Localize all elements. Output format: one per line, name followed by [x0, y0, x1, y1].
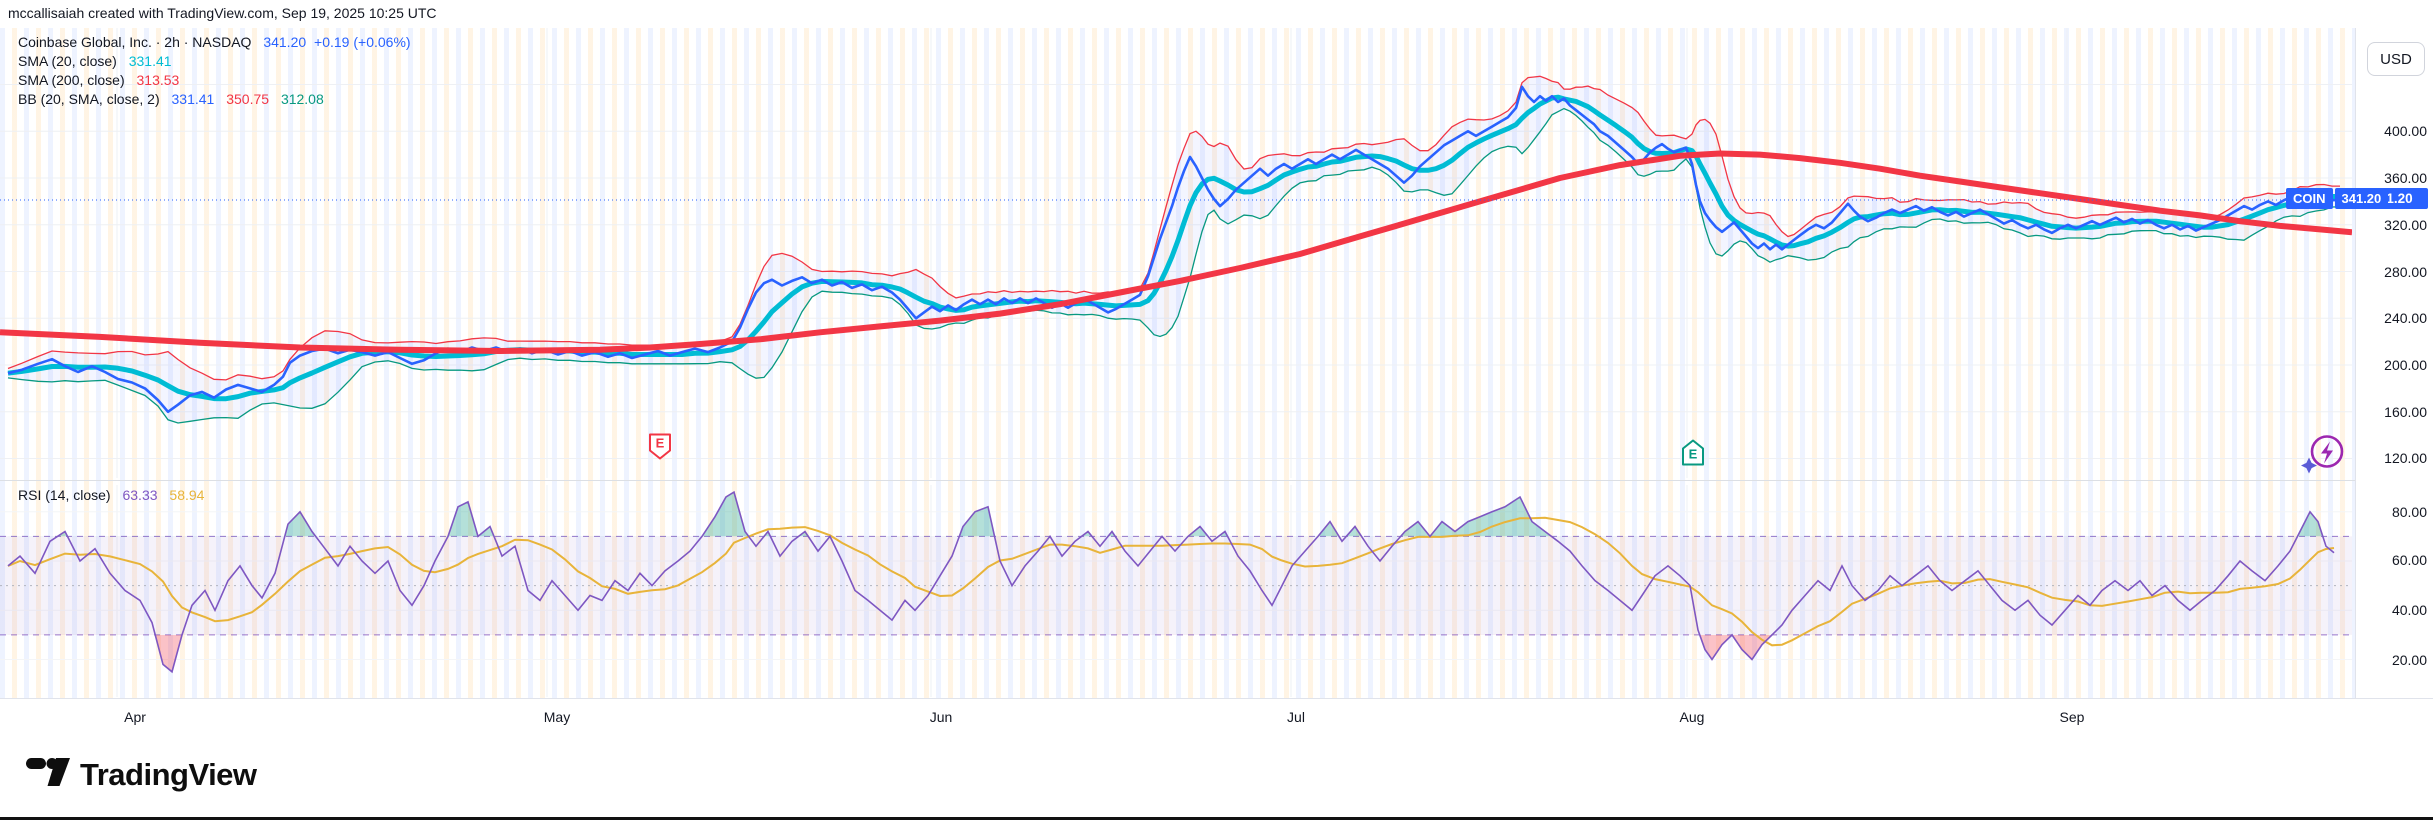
flash-boost-icon[interactable]: [2297, 432, 2349, 481]
price-axis-label: 120.00: [2384, 450, 2427, 466]
month-label-sep: Sep: [2059, 709, 2085, 725]
tradingview-logo-icon: [26, 756, 70, 793]
sma20-legend-row: SMA (20, close) 331.41: [18, 52, 411, 71]
last-price: 341.20: [263, 34, 307, 50]
month-label-apr: Apr: [124, 709, 146, 725]
main-pane-legend: Coinbase Global, Inc. · 2h · NASDAQ 341.…: [18, 33, 411, 109]
rsi-label: RSI (14, close): [18, 487, 111, 503]
price-axis-label: 160.00: [2384, 404, 2427, 420]
rsi-axis-label: 80.00: [2391, 504, 2427, 520]
month-label-jul: Jul: [1287, 709, 1305, 725]
bottom-divider: [0, 817, 2433, 820]
time-scale-axis[interactable]: Apr May Jun Jul Aug Sep: [0, 698, 2433, 743]
rsi-axis-label: 60.00: [2391, 552, 2427, 568]
currency-badge[interactable]: USD: [2367, 42, 2425, 76]
sma200-value: 313.53: [136, 72, 180, 88]
symbol-legend-row: Coinbase Global, Inc. · 2h · NASDAQ 341.…: [18, 33, 411, 52]
price-axis-label: 280.00: [2384, 264, 2427, 280]
svg-text:E: E: [656, 436, 665, 451]
series-price-label: COIN 341.20: [2286, 188, 2389, 209]
session-stripes-background: [0, 28, 2355, 698]
price-axis-label: 400.00: [2384, 123, 2427, 139]
rsi-value: 63.33: [122, 487, 158, 503]
tradingview-logo[interactable]: TradingView: [26, 756, 257, 793]
bb-basis-value: 331.41: [171, 91, 215, 107]
rsi-ma-value: 58.94: [169, 487, 205, 503]
earnings-marker-icon[interactable]: E: [647, 432, 673, 467]
price-scale-axis[interactable]: [2355, 28, 2433, 742]
price-axis-label: 200.00: [2384, 357, 2427, 373]
price-axis-label: 360.00: [2384, 170, 2427, 186]
bb-label: BB (20, SMA, close, 2): [18, 91, 160, 107]
rsi-pane-legend: RSI (14, close) 63.33 58.94: [18, 487, 204, 503]
svg-text:E: E: [1689, 447, 1698, 462]
sma20-label: SMA (20, close): [18, 53, 117, 69]
earnings-marker-icon[interactable]: E: [1680, 439, 1706, 474]
tradingview-wordmark: TradingView: [80, 756, 257, 792]
value-segment: 341.20: [2334, 188, 2389, 209]
price-axis-label: 320.00: [2384, 217, 2427, 233]
month-label-jun: Jun: [929, 709, 953, 725]
attribution-text: mccallisaiah created with TradingView.co…: [8, 5, 437, 21]
rsi-axis-label: 40.00: [2391, 602, 2427, 618]
sma20-value: 331.41: [128, 53, 172, 69]
sma200-label: SMA (200, close): [18, 72, 125, 88]
price-change: +0.19 (+0.06%): [314, 34, 411, 50]
bb-upper-value: 350.75: [226, 91, 270, 107]
month-label-may: May: [543, 709, 571, 725]
rsi-axis-label: 20.00: [2391, 652, 2427, 668]
bb-legend-row: BB (20, SMA, close, 2) 331.41 350.75 312…: [18, 90, 411, 109]
sma200-legend-row: SMA (200, close) 313.53: [18, 71, 411, 90]
bb-lower-value: 312.08: [280, 91, 324, 107]
symbol-title: Coinbase Global, Inc. · 2h · NASDAQ: [18, 34, 252, 50]
month-label-aug: Aug: [1679, 709, 1705, 725]
ticker-segment: COIN: [2286, 188, 2333, 209]
price-axis-label: 240.00: [2384, 310, 2427, 326]
